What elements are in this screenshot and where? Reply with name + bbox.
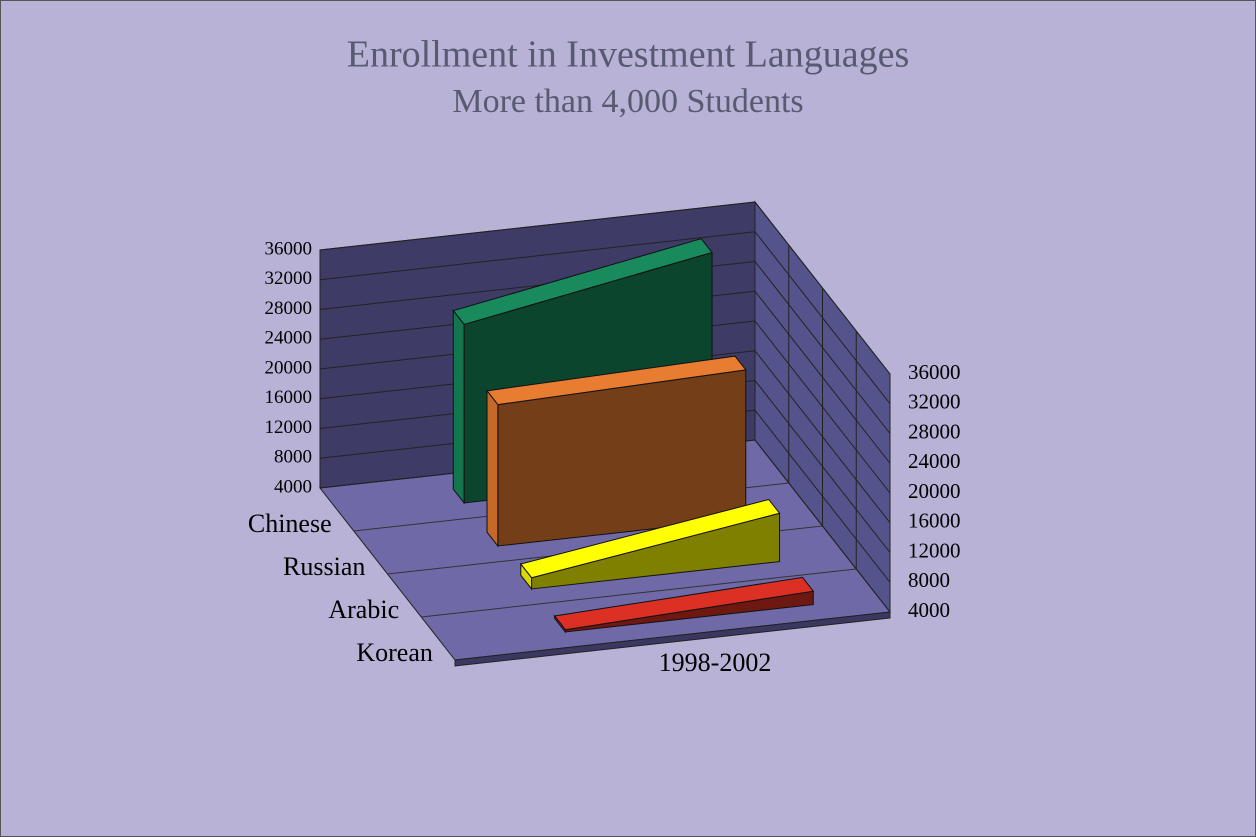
y-tick-label: 8000 <box>274 447 312 468</box>
y-tick-label: 28000 <box>265 298 313 319</box>
y2-tick-label: 16000 <box>908 509 961 533</box>
y2-tick-label: 36000 <box>908 360 961 384</box>
grid-line <box>754 231 891 405</box>
y-tick-label: 24000 <box>265 328 313 349</box>
floor-divider <box>421 568 857 618</box>
y2-tick-label: 8000 <box>908 568 950 592</box>
grid-line <box>754 350 891 524</box>
y2-tick-label: 12000 <box>908 538 961 562</box>
ribbon-end <box>486 389 499 548</box>
y-tick-label: 12000 <box>265 417 313 438</box>
y2-tick-label: 24000 <box>908 449 961 473</box>
legend-label: Russian <box>283 552 365 581</box>
grid-line <box>754 439 891 613</box>
x-axis-label: 1998-2002 <box>659 648 772 677</box>
grid-line <box>754 320 891 494</box>
grid-line <box>754 201 891 375</box>
ribbon-end <box>520 562 533 591</box>
grid-line <box>319 231 756 281</box>
y-tick-label: 4000 <box>274 476 312 497</box>
grid-line <box>754 380 891 553</box>
legend-label: Korean <box>356 638 433 667</box>
chart-title: Enrollment in Investment Languages <box>347 34 909 76</box>
ribbon-end <box>452 309 465 505</box>
y-tick-label: 16000 <box>265 387 313 408</box>
chart-subtitle: More than 4,000 Students <box>452 83 803 120</box>
grid-line <box>754 409 891 583</box>
y-tick-label: 20000 <box>265 357 313 378</box>
legend-label: Chinese <box>248 509 332 538</box>
grid-line <box>754 261 891 434</box>
grid-line <box>754 290 891 464</box>
floor-edge <box>454 611 891 667</box>
y2-tick-label: 32000 <box>908 390 961 414</box>
y2-tick-label: 4000 <box>908 598 950 622</box>
ribbon-end <box>554 614 566 634</box>
y-tick-label: 32000 <box>265 268 313 289</box>
y-tick-label: 36000 <box>265 238 313 259</box>
y2-tick-label: 28000 <box>908 419 961 443</box>
grid-line <box>319 201 756 251</box>
legend-label: Arabic <box>328 595 399 624</box>
y2-tick-label: 20000 <box>908 479 961 503</box>
